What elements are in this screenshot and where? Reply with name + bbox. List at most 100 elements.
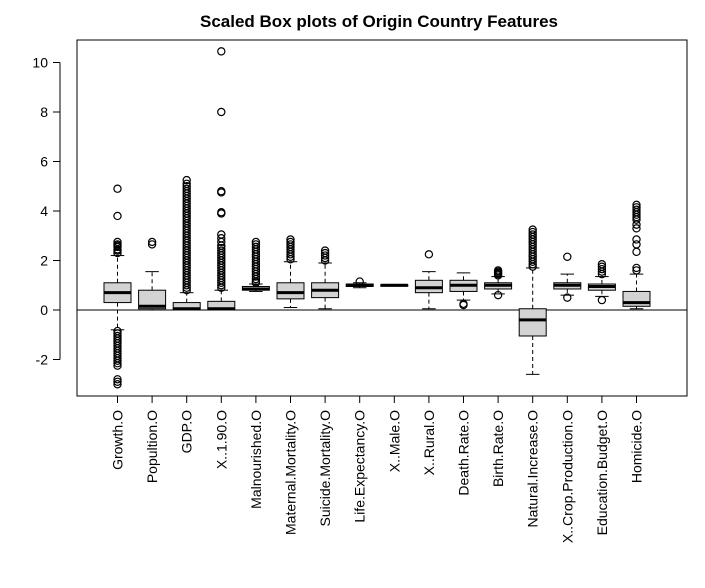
outlier-point — [320, 256, 330, 265]
y-axis: -2 0 2 4 6 8 10 — [32, 55, 61, 368]
outlier-point — [424, 250, 434, 259]
outlier-point — [113, 184, 122, 193]
x-tick-label: Education.Budget.O — [594, 410, 610, 535]
outlier-point — [320, 251, 330, 260]
box-Life.Expectancy.O — [345, 277, 374, 289]
outlier-point — [251, 278, 261, 287]
outlier-point — [563, 252, 572, 261]
outlier-point — [113, 211, 122, 221]
outlier-point — [147, 240, 157, 249]
outlier-point — [493, 271, 503, 280]
outlier-point — [528, 257, 537, 266]
y-tick-label: 10 — [32, 55, 48, 71]
box-Homicide.O — [622, 200, 651, 310]
outlier-point — [528, 262, 537, 271]
outlier-point — [286, 250, 295, 259]
box-X..Crop.Production.O — [553, 252, 582, 302]
outlier-point — [632, 235, 641, 244]
y-tick-label: 0 — [40, 302, 48, 318]
outlier-point — [632, 263, 641, 273]
outlier-point — [632, 215, 641, 224]
outlier-point — [528, 260, 537, 269]
x-tick-label: X..Rural.O — [421, 410, 437, 475]
outlier-point — [320, 253, 330, 263]
outlier-point — [459, 300, 468, 310]
outlier-point — [147, 237, 157, 247]
outlier-point — [251, 272, 261, 281]
x-axis: Growth.O Popultion.O GDP.O X..1.90.O Malnour… — [110, 395, 645, 543]
outlier-point — [113, 359, 122, 368]
outlier-point — [355, 277, 364, 286]
x-tick-label: Homicide.O — [629, 410, 645, 483]
outlier-point — [182, 281, 191, 290]
x-tick-label: Birth.Rate.O — [490, 410, 506, 487]
chart-title: Scaled Box plots of Origin Country Featu… — [200, 12, 558, 31]
outlier-point — [597, 295, 607, 305]
x-tick-label: X..1.90.O — [213, 410, 229, 469]
iqr-box — [138, 289, 167, 310]
outlier-point — [493, 290, 503, 300]
outlier-point — [217, 188, 226, 197]
outlier-point — [217, 47, 226, 56]
outlier-point — [632, 247, 641, 257]
outlier-point — [632, 210, 641, 219]
y-tick-label: -2 — [36, 352, 49, 368]
outlier-point — [182, 175, 191, 185]
outlier-point — [217, 237, 226, 247]
outlier-point — [217, 281, 226, 290]
y-tick-label: 6 — [40, 154, 48, 170]
outlier-point — [113, 248, 122, 258]
y-tick-label: 4 — [40, 203, 48, 219]
box-Popultion.O — [138, 237, 167, 311]
box-Maternal.Mortality.O — [276, 235, 305, 309]
box-Education.Budget.O — [587, 260, 616, 305]
box-X..1.90.O — [207, 47, 236, 311]
outlier-point — [182, 283, 191, 292]
outlier-point — [113, 361, 122, 370]
outlier-point — [632, 224, 641, 233]
x-tick-label: Death.Rate.O — [456, 410, 472, 496]
outlier-point — [632, 266, 641, 275]
outlier-point — [113, 242, 122, 252]
outlier-point — [217, 283, 226, 292]
y-tick-label: 8 — [40, 104, 48, 120]
x-tick-label: Life.Expectancy.O — [352, 410, 368, 523]
iqr-box — [518, 308, 547, 337]
plot-frame — [76, 39, 688, 397]
box-X..Male.O — [380, 283, 409, 287]
outlier-point — [632, 220, 641, 229]
outlier-point — [113, 377, 122, 386]
x-tick-label: GDP.O — [179, 410, 195, 453]
box-Natural.Increase.O — [518, 225, 547, 375]
x-tick-label: X..Crop.Production.O — [559, 410, 575, 543]
x-tick-label: Suicide.Mortality.O — [317, 410, 333, 527]
outlier-point — [632, 240, 641, 249]
outlier-point — [217, 107, 226, 117]
outlier-point — [597, 267, 607, 276]
x-tick-label: Growth.O — [110, 410, 126, 470]
box-Death.Rate.O — [449, 272, 478, 310]
box-Malnourished.O — [241, 237, 270, 292]
outlier-point — [217, 278, 226, 287]
outlier-point — [182, 286, 191, 295]
y-tick-label: 2 — [40, 253, 48, 269]
x-tick-label: Maternal.Mortality.O — [283, 410, 299, 535]
box-Growth.O — [103, 184, 132, 389]
outlier-point — [286, 255, 295, 264]
box-group — [103, 47, 651, 389]
outlier-point — [286, 252, 295, 261]
outlier-point — [597, 269, 607, 279]
outlier-point — [563, 293, 572, 302]
box-Suicide.Mortality.O — [311, 246, 340, 310]
box-Birth.Rate.O — [484, 266, 513, 300]
outlier-point — [113, 246, 122, 255]
x-tick-label: Natural.Increase.O — [525, 410, 541, 528]
outlier-point — [113, 375, 122, 384]
box-X..Rural.O — [414, 250, 443, 310]
x-tick-label: Popultion.O — [144, 410, 160, 483]
iqr-box — [276, 282, 305, 300]
outlier-point — [597, 264, 607, 274]
x-tick-label: Malnourished.O — [248, 410, 264, 509]
outlier-point — [113, 380, 122, 389]
